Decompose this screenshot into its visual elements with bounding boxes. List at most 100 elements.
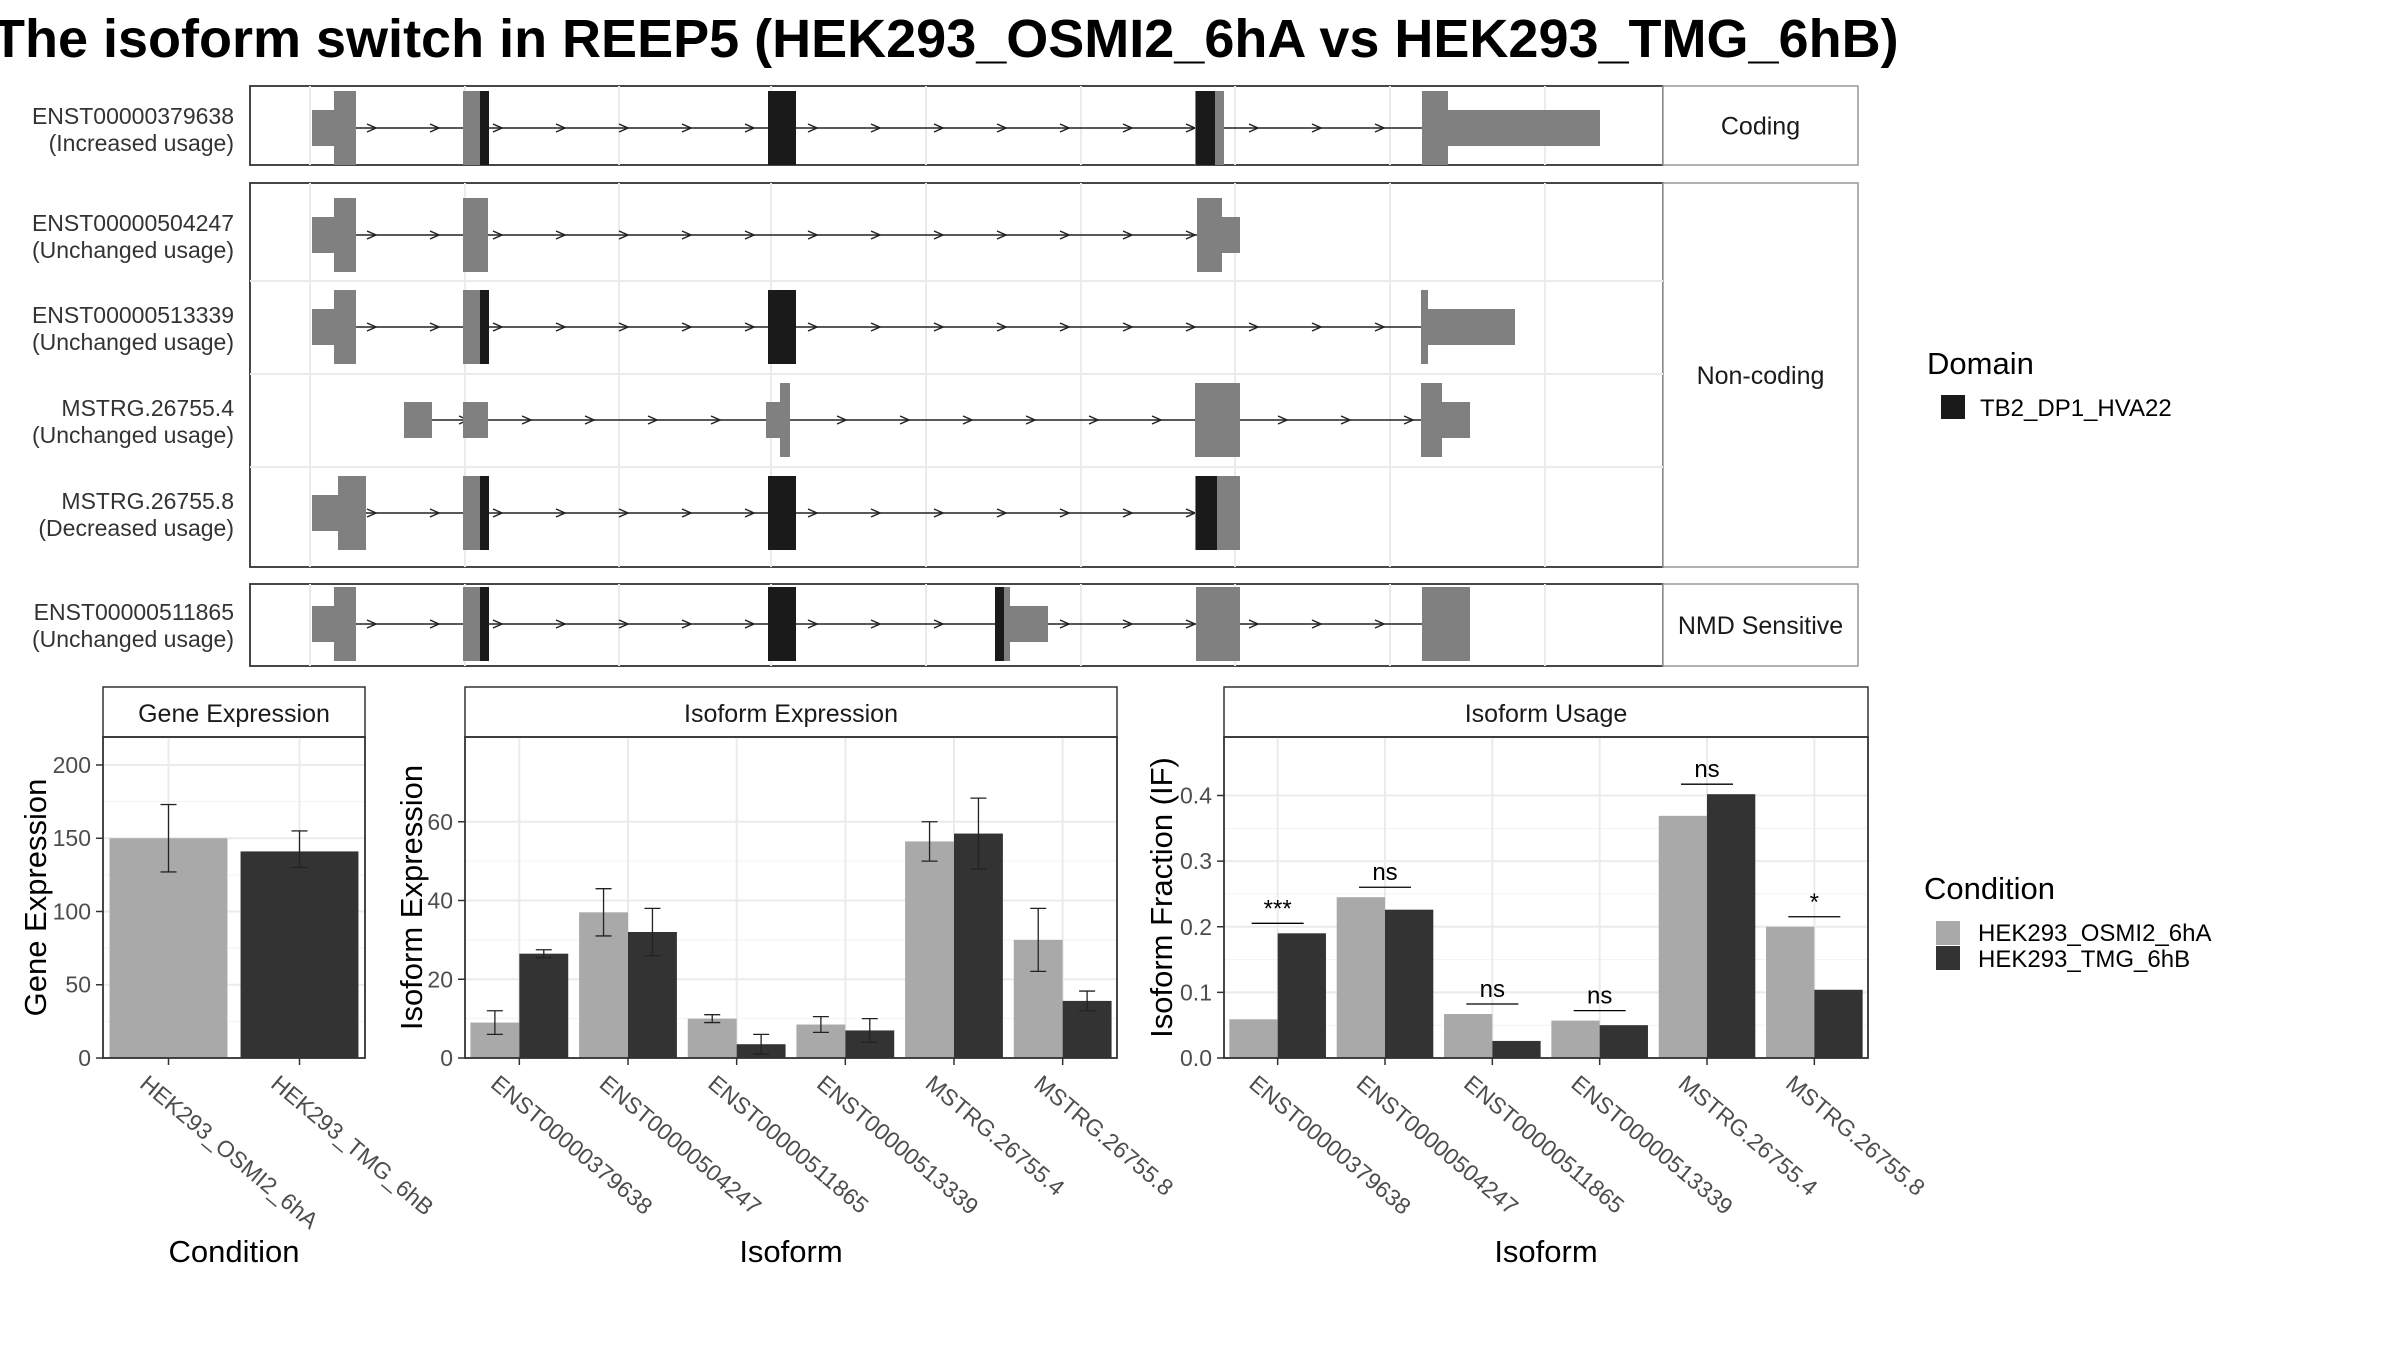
transcript-id-label: MSTRG.26755.8 <box>61 488 234 514</box>
condition-legend-label-1: HEK293_OSMI2_6hA <box>1978 920 2211 947</box>
exon <box>1421 383 1442 457</box>
intron-arrow <box>1185 619 1197 629</box>
intron-arrow <box>681 322 693 332</box>
y-tick-label: 40 <box>427 888 453 914</box>
intron-arrow <box>492 508 504 518</box>
domain-block <box>1196 476 1217 550</box>
domain-legend-title: Domain <box>1927 346 2034 381</box>
intron-arrow <box>1185 322 1197 332</box>
intron-arrow <box>618 322 630 332</box>
exon <box>312 217 334 253</box>
exon <box>1442 402 1470 438</box>
intron-arrow <box>996 322 1008 332</box>
transcript-row: ENST00000513339(Unchanged usage) <box>32 280 1663 364</box>
significance-label: ns <box>1480 976 1505 1003</box>
condition-legend-title: Condition <box>1924 871 2055 906</box>
y-tick-label: 0.4 <box>1180 783 1212 809</box>
intron-arrow <box>836 415 848 425</box>
intron-arrow <box>1185 230 1197 240</box>
bar <box>905 841 954 1058</box>
group-strip <box>1662 85 1859 166</box>
intron-arrow <box>870 619 882 629</box>
intron-arrow <box>618 508 630 518</box>
chart-strip <box>464 686 1118 738</box>
transcript-usage-label: (Increased usage) <box>49 130 234 156</box>
transcript-id-label: ENST00000513339 <box>32 302 234 328</box>
exon <box>1422 587 1470 661</box>
intron-arrow <box>710 415 722 425</box>
figure-title: The isoform switch in REEP5 (HEK293_OSMI… <box>0 9 1899 69</box>
condition-legend: Condition HEK293_OSMI2_6hA HEK293_TMG_6h… <box>1924 871 2211 973</box>
bar <box>1336 897 1385 1058</box>
exon <box>312 110 334 146</box>
exon <box>1422 91 1448 165</box>
intron-arrow <box>1374 322 1386 332</box>
intron-arrow <box>492 123 504 133</box>
chart-title: Isoform Expression <box>684 700 898 728</box>
transcript-row: ENST00000511865(Unchanged usage) <box>32 587 1470 661</box>
significance-label: * <box>1810 889 1819 916</box>
plot-frame <box>1223 736 1869 1059</box>
plot-background <box>1224 737 1868 1058</box>
intron-arrow <box>618 619 630 629</box>
intron-arrow <box>744 322 756 332</box>
intron-arrow <box>647 415 659 425</box>
intron-arrow <box>429 619 441 629</box>
y-tick-label: 0 <box>440 1045 453 1071</box>
y-tick-label: 200 <box>53 752 91 778</box>
intron-arrow <box>1088 415 1100 425</box>
y-tick-label: 150 <box>53 825 91 851</box>
bar <box>1229 1019 1278 1058</box>
intron-arrow <box>933 322 945 332</box>
transcript-row: MSTRG.26755.8(Decreased usage) <box>38 466 1663 550</box>
intron-arrow <box>1122 230 1134 240</box>
intron-arrow <box>1059 619 1071 629</box>
domain-legend-label: TB2_DP1_HVA22 <box>1980 395 2172 422</box>
exon <box>766 402 780 438</box>
transcript-id-label: ENST00000504247 <box>32 210 234 236</box>
intron-arrow <box>1311 123 1323 133</box>
domain-block <box>768 290 796 364</box>
exon <box>1010 606 1048 642</box>
intron-arrow <box>996 508 1008 518</box>
transcript-usage-label: (Decreased usage) <box>38 515 234 541</box>
exon <box>312 309 334 345</box>
bar <box>1551 1020 1600 1058</box>
bar <box>1658 815 1707 1058</box>
y-axis-title: Isoform Expression <box>394 765 429 1030</box>
y-tick-label: 100 <box>53 898 91 924</box>
intron-arrow <box>1311 322 1323 332</box>
intron-arrow <box>870 322 882 332</box>
intron-arrow <box>492 619 504 629</box>
chart-title: Gene Expression <box>138 700 330 728</box>
intron-arrow <box>366 322 378 332</box>
intron-arrow <box>744 230 756 240</box>
bar <box>1814 989 1863 1058</box>
exon <box>1197 198 1222 272</box>
x-axis-title: Isoform <box>739 1234 842 1269</box>
exon <box>1421 290 1428 364</box>
transcript-panels: Coding ENST00000379638(Increased usage) No… <box>32 85 1859 667</box>
bar <box>1707 794 1756 1058</box>
intron-arrow <box>681 123 693 133</box>
domain-block <box>480 91 489 165</box>
intron-arrow <box>807 123 819 133</box>
x-axis-title: Isoform <box>1494 1234 1597 1269</box>
exon <box>780 383 790 457</box>
intron-arrow <box>870 123 882 133</box>
intron-arrow <box>429 123 441 133</box>
intron-arrow <box>996 123 1008 133</box>
intron-arrow <box>744 508 756 518</box>
intron-arrow <box>744 123 756 133</box>
y-tick-label: 0.3 <box>1180 848 1212 874</box>
chart-strip <box>102 686 366 738</box>
group-label: NMD Sensitive <box>1678 612 1843 640</box>
y-tick-label: 20 <box>427 966 453 992</box>
intron-arrow <box>681 508 693 518</box>
transcript-id-label: ENST00000511865 <box>34 599 234 625</box>
intron-arrow <box>1311 619 1323 629</box>
transcript-id-label: ENST00000379638 <box>32 103 234 129</box>
intron-arrow <box>366 230 378 240</box>
